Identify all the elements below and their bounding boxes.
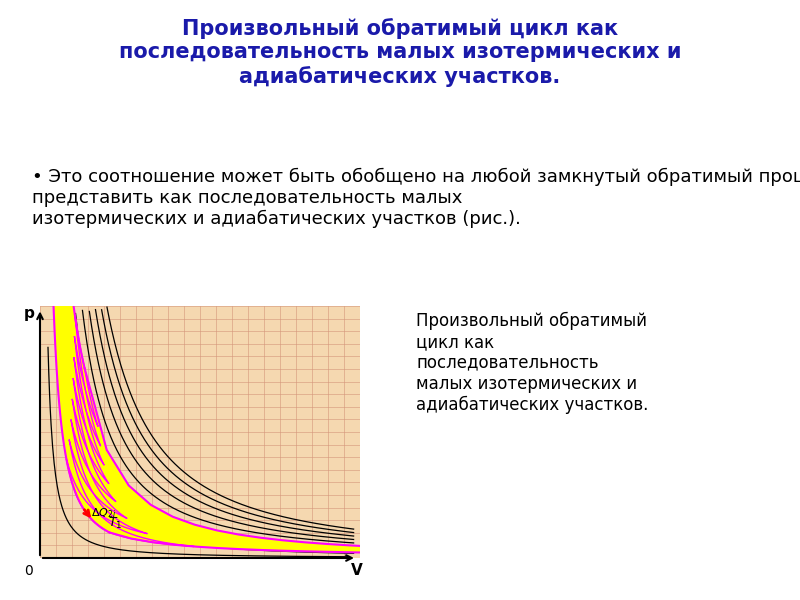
Text: Произвольный обратимый цикл как
последовательность малых изотермических и
адиаба: Произвольный обратимый цикл как последов… (118, 18, 682, 86)
Polygon shape (71, 420, 127, 518)
Text: p: p (23, 306, 34, 321)
Polygon shape (70, 440, 147, 533)
Text: $\Delta Q_{2i}$: $\Delta Q_{2i}$ (91, 506, 117, 520)
Polygon shape (42, 0, 800, 557)
Polygon shape (74, 379, 109, 484)
Polygon shape (66, 459, 194, 547)
Text: • Это соотношение может быть обобщено на любой замкнутый обратимый процесс, кото: • Это соотношение может быть обобщено на… (32, 168, 800, 228)
Polygon shape (72, 400, 116, 502)
Text: 0: 0 (25, 563, 33, 578)
Text: V: V (351, 563, 362, 578)
Polygon shape (74, 358, 104, 465)
Text: $T_1$: $T_1$ (108, 516, 122, 532)
Text: Произвольный обратимый
цикл как
последовательность
малых изотермических и
адиаба: Произвольный обратимый цикл как последов… (416, 312, 648, 414)
Polygon shape (75, 316, 98, 427)
Polygon shape (74, 337, 101, 446)
